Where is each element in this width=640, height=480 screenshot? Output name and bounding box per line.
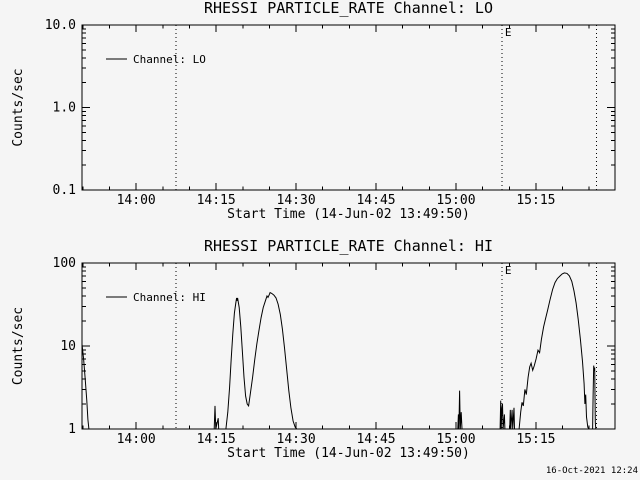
x-tick-label: 14:30 xyxy=(277,193,316,208)
x-tick-label: 14:15 xyxy=(197,193,236,208)
x-tick-label: 14:00 xyxy=(117,193,156,208)
chart-title: RHESSI PARTICLE_RATE Channel: LO xyxy=(204,0,493,17)
y-axis-label: Counts/sec xyxy=(11,307,26,385)
x-tick-label: 15:00 xyxy=(436,193,475,208)
y-tick-label: 1 xyxy=(68,422,76,437)
x-tick-label: 14:45 xyxy=(356,432,395,447)
x-tick-label: 14:45 xyxy=(356,193,395,208)
y-tick-label: 0.1 xyxy=(53,183,76,198)
y-tick-label: 10.0 xyxy=(45,18,76,33)
x-tick-label: 15:15 xyxy=(516,193,555,208)
chart-title: RHESSI PARTICLE_RATE Channel: HI xyxy=(204,237,493,255)
chart-hi: 14:00 14:15 14:30 14:45 15:00 15:15 100 10 1 E Cha… xyxy=(11,237,616,461)
chart-lo: 14:00 14:15 14:30 14:45 15:00 15:15 10.0 1.0 0.1… xyxy=(11,0,616,222)
series-line xyxy=(81,272,597,430)
legend-label: Channel: HI xyxy=(133,291,206,304)
legend-label: Channel: LO xyxy=(133,53,206,66)
x-tick-label: 14:30 xyxy=(277,432,316,447)
y-axis-label: Counts/sec xyxy=(11,68,26,146)
x-tick-label: 15:00 xyxy=(436,432,475,447)
x-tick-label: 14:00 xyxy=(117,432,156,447)
datestamp: 16-Oct-2021 12:24 xyxy=(545,466,638,476)
x-axis-label: Start Time (14-Jun-02 13:49:50) xyxy=(227,446,470,461)
y-tick-label: 1.0 xyxy=(53,101,76,116)
x-tick-label: 15:15 xyxy=(516,432,555,447)
y-tick-label: 100 xyxy=(53,256,76,271)
event-label: E xyxy=(505,26,512,39)
event-label: E xyxy=(505,264,512,277)
x-axis-label: Start Time (14-Jun-02 13:49:50) xyxy=(227,207,470,222)
plot-border xyxy=(81,262,616,430)
x-tick-label: 14:15 xyxy=(197,432,236,447)
y-tick-label: 10 xyxy=(60,339,76,354)
plot-border xyxy=(81,24,616,191)
